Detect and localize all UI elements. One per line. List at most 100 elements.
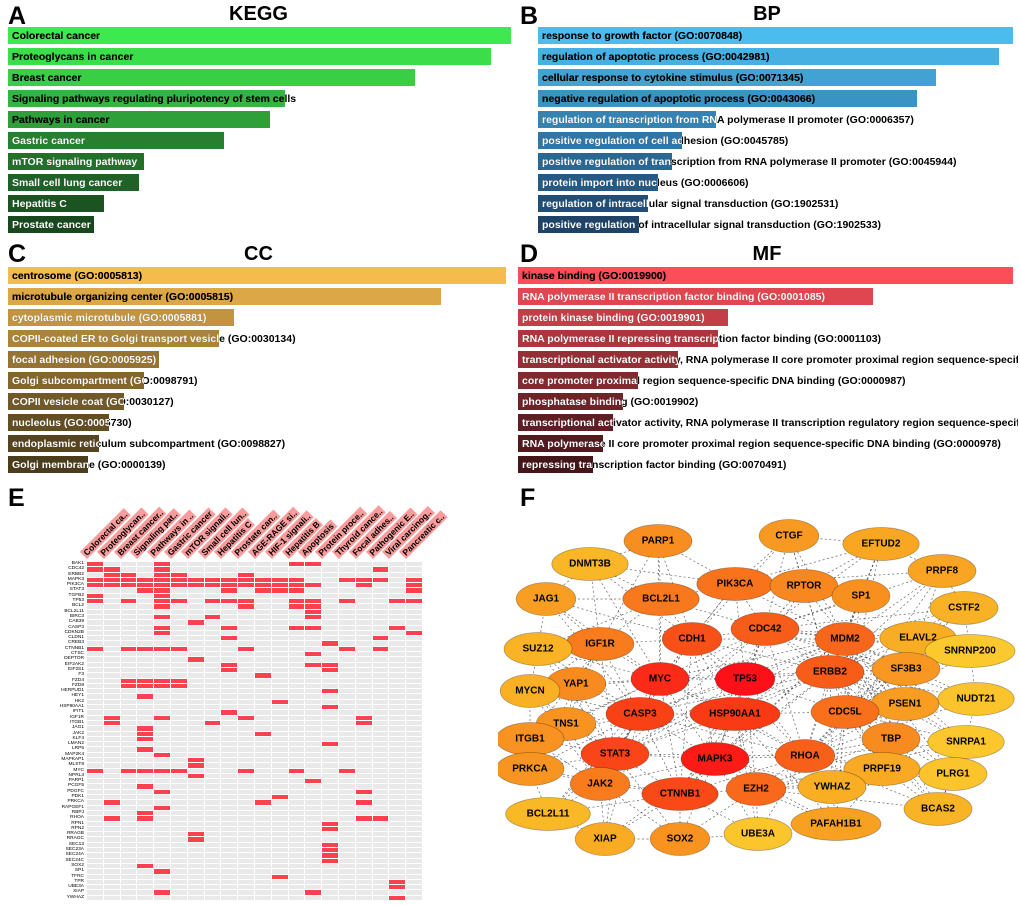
heatmap-cell	[271, 572, 288, 577]
heatmap-cell	[103, 742, 120, 747]
heatmap-cell	[389, 678, 406, 683]
heatmap-cell	[338, 604, 355, 609]
heatmap-cell	[288, 609, 305, 614]
heatmap-cell	[120, 874, 137, 879]
network-edge	[614, 753, 716, 760]
heatmap-cell	[355, 726, 372, 731]
heatmap-cell	[238, 816, 254, 821]
heatmap-cell	[238, 715, 254, 720]
heatmap-cell	[322, 895, 338, 900]
heatmap-cell	[322, 879, 338, 885]
heatmap-cell	[103, 747, 120, 752]
heatmap-cell	[406, 683, 422, 689]
heatmap-cell	[372, 678, 389, 683]
heatmap-cell	[288, 593, 305, 599]
heatmap-cell	[154, 747, 170, 752]
heatmap-cell	[355, 789, 372, 795]
gene-node-label: EFTUD2	[862, 539, 901, 550]
heatmap-cell	[103, 720, 120, 726]
enrichment-bar	[8, 216, 94, 233]
network-edge	[714, 628, 766, 760]
heatmap-cell	[322, 890, 338, 895]
bar-label-on-bar: regulation of transcription from RNA pol…	[542, 113, 716, 126]
bar-label-on-bar-clip: transcriptional activator activity, RNA …	[518, 351, 678, 368]
heatmap-cell	[389, 583, 406, 588]
heatmap-cell	[372, 646, 389, 652]
enrichment-bar-row: regulation of intracellular signal trans…	[538, 195, 1018, 212]
heatmap-cell	[406, 789, 422, 795]
heatmap-cell	[389, 657, 406, 662]
heatmap-gene-label: CTNNB1	[64, 645, 84, 651]
heatmap-cell	[87, 757, 103, 763]
heatmap-cell	[170, 678, 187, 683]
heatmap-cell	[338, 816, 355, 821]
gene-node-label: IGF1R	[585, 639, 615, 650]
heatmap-cell	[271, 667, 288, 673]
network-node-rhoa: RHOA	[774, 739, 836, 773]
heatmap-cell	[221, 752, 238, 757]
heatmap-cell	[87, 588, 103, 593]
heatmap-row: RRAGC	[6, 836, 423, 842]
heatmap-cell	[120, 848, 137, 853]
heatmap-cell	[338, 800, 355, 805]
heatmap-cell	[372, 853, 389, 858]
bar-label: Small cell lung cancer	[12, 176, 123, 189]
heatmap-cell	[170, 773, 187, 779]
heatmap-cell	[204, 890, 221, 895]
enrichment-bar-row: RNA polymerase II core promoter proximal…	[518, 435, 1018, 452]
heatmap-cell	[221, 742, 238, 747]
heatmap-gene-label: RRAGB	[66, 831, 84, 837]
bar-label-on-bar: mTOR signaling pathway	[12, 155, 138, 168]
heatmap-cell	[389, 673, 406, 678]
heatmap-cell	[288, 620, 305, 625]
heatmap-cell	[187, 726, 204, 731]
heatmap-cell	[355, 699, 372, 705]
heatmap-cell	[204, 694, 221, 699]
kegg-bars: Colorectal cancer Colorectal cancer Proteo…	[8, 27, 511, 237]
heatmap-cell	[355, 895, 372, 900]
heatmap-cell	[103, 614, 120, 620]
heatmap-cell	[154, 646, 170, 652]
heatmap-cell	[154, 662, 170, 667]
heatmap-cell	[271, 800, 288, 805]
heatmap-row: TGFB2	[6, 593, 423, 599]
heatmap-cell	[288, 562, 305, 567]
heatmap-cell	[221, 583, 238, 588]
heatmap-cell	[221, 667, 238, 673]
enrichment-bar	[518, 414, 613, 431]
enrichment-bar	[8, 414, 109, 431]
heatmap-cell	[187, 800, 204, 805]
heatmap-cell	[322, 869, 338, 874]
heatmap-cell	[204, 858, 221, 863]
heatmap-cell	[322, 789, 338, 795]
enrichment-bar-row: positive regulation of transcription fro…	[538, 153, 1018, 170]
heatmap-cell	[87, 572, 103, 577]
heatmap-cell	[221, 678, 238, 683]
heatmap-cell	[271, 652, 288, 657]
heatmap-cell	[137, 572, 154, 577]
heatmap-cell	[305, 736, 322, 742]
heatmap-cell	[389, 667, 406, 673]
heatmap-cell	[288, 773, 305, 779]
heatmap-cell	[372, 715, 389, 720]
heatmap-cell	[372, 752, 389, 757]
heatmap-cell	[120, 800, 137, 805]
heatmap-cell	[170, 609, 187, 614]
heatmap-cell	[355, 826, 372, 832]
heatmap-cell	[372, 757, 389, 763]
bar-label-on-bar-clip: focal adhesion (GO:0005925)	[8, 351, 159, 368]
heatmap-cell	[355, 667, 372, 673]
heatmap-cell	[288, 726, 305, 731]
enrichment-bar	[8, 90, 285, 107]
heatmap-cell	[355, 874, 372, 879]
bar-label-on-bar: RNA polymerase II transcription factor b…	[522, 290, 826, 303]
heatmap-cell	[103, 805, 120, 810]
heatmap-cell	[355, 768, 372, 773]
heatmap-gene-label: SEC24A	[65, 852, 84, 858]
heatmap-cell	[338, 588, 355, 593]
bar-label: protein kinase binding (GO:0019901)	[522, 311, 705, 324]
heatmap-cell	[254, 821, 271, 826]
heatmap-cell	[372, 800, 389, 805]
heatmap-cell	[204, 837, 221, 842]
heatmap-cell	[254, 641, 271, 646]
